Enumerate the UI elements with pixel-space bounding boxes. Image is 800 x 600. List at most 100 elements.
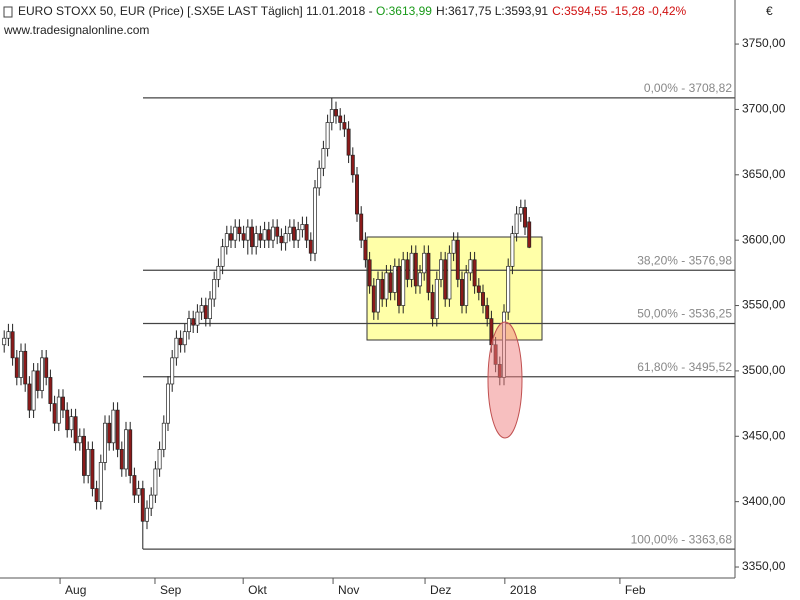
quote-high-low: H:3617,75 L:3593,91: [436, 4, 548, 18]
y-tick-label: 3600,00: [742, 232, 786, 246]
candle-body: [23, 350, 28, 385]
plot: [2, 97, 735, 550]
candle-body: [250, 226, 254, 248]
fib-label: 38,20% - 3576,98: [637, 253, 732, 267]
candle-body: [346, 128, 351, 156]
candle-body: [329, 109, 334, 123]
candle-body: [187, 318, 191, 333]
candle-body: [405, 259, 410, 280]
candle-body: [44, 357, 49, 378]
candle-body: [161, 422, 166, 450]
candle-body: [300, 224, 305, 231]
candle-body: [292, 226, 296, 241]
candle-body: [485, 305, 490, 319]
candle-body: [208, 298, 212, 319]
candle-body: [40, 357, 44, 391]
highlight-ellipse: [487, 321, 523, 439]
candle-body: [413, 252, 418, 287]
source: www.tradesignalonline.com: [3, 23, 149, 37]
candle-body: [359, 213, 364, 241]
candle-body: [254, 233, 259, 248]
candle-body: [258, 233, 263, 241]
y-tick-label: 3350,00: [742, 559, 786, 573]
candle-body: [224, 233, 229, 248]
candle-body: [140, 488, 145, 522]
candle-body: [111, 409, 116, 444]
candle-body: [392, 265, 397, 293]
y-tick-label: 3400,00: [742, 494, 786, 508]
candle-body: [31, 370, 36, 411]
candle-body: [86, 449, 91, 476]
candle-body: [363, 239, 368, 261]
candle-body: [275, 226, 280, 237]
candle-body: [518, 207, 523, 215]
candle-body: [317, 167, 322, 189]
candle-body: [56, 396, 61, 424]
candle-body: [430, 292, 435, 319]
candle-body: [153, 468, 158, 496]
x-tick-label: Okt: [248, 583, 267, 597]
candle-body: [182, 331, 187, 346]
candle-body: [170, 357, 175, 385]
candle-body: [73, 416, 78, 444]
candle-body: [199, 305, 204, 313]
candle-body: [48, 377, 53, 404]
candle-body: [35, 370, 40, 391]
candle-body: [77, 435, 82, 444]
candle-body: [506, 265, 511, 313]
candle-body: [203, 305, 208, 319]
chart-title: EURO STOXX 50, EUR (Price) [.SX5E LAST T…: [18, 4, 376, 18]
candle-body: [338, 115, 343, 123]
candle-body: [115, 409, 120, 450]
y-tick-label: 3500,00: [742, 363, 786, 377]
candle-body: [229, 233, 233, 241]
candle-body: [321, 148, 326, 169]
candle-body: [434, 279, 439, 319]
candle-body: [367, 259, 372, 287]
candle-body: [174, 337, 179, 359]
quote-open: O:3613,99: [376, 4, 432, 18]
fib-label: 100,00% - 3363,68: [631, 532, 733, 546]
candle-body: [334, 109, 338, 117]
candle-body: [27, 383, 32, 411]
candle-body: [14, 357, 19, 378]
candle-body: [451, 239, 456, 254]
candle-body: [166, 383, 170, 424]
candle-body: [308, 239, 313, 254]
candle-body: [98, 462, 103, 502]
candle-body: [443, 259, 448, 300]
candle-body: [6, 331, 11, 339]
candle-body: [350, 154, 355, 176]
candle-body: [52, 403, 57, 424]
candle-body: [439, 259, 443, 280]
candle-body: [178, 337, 183, 346]
candle-body: [90, 449, 95, 489]
y-tick-label: 3450,00: [742, 428, 786, 442]
candle-body: [296, 229, 301, 241]
candle-body: [262, 229, 267, 241]
candle-body: [447, 252, 452, 300]
candle-body: [401, 259, 406, 306]
candle-body: [380, 279, 385, 300]
candle-body: [241, 233, 246, 241]
candle-body: [510, 233, 515, 267]
candle-body: [426, 252, 431, 293]
candle-body: [418, 272, 422, 287]
candle-body: [283, 233, 288, 244]
candle-body: [325, 122, 330, 150]
candle-body: [10, 331, 15, 359]
x-tick-label: Nov: [338, 583, 359, 597]
candle-body: [388, 272, 393, 293]
candle-body: [376, 279, 380, 313]
y-tick-label: 3650,00: [742, 167, 786, 181]
candle-body: [476, 285, 481, 293]
candle-body: [397, 265, 401, 306]
y-tick-label: 3700,00: [742, 102, 786, 116]
candle-body: [233, 226, 238, 241]
candle-body: [216, 265, 221, 280]
candle-body: [279, 235, 284, 244]
fib-label: 50,00% - 3536,25: [637, 307, 732, 321]
x-tick-label: Sep: [160, 583, 182, 597]
candle-body: [523, 207, 527, 228]
